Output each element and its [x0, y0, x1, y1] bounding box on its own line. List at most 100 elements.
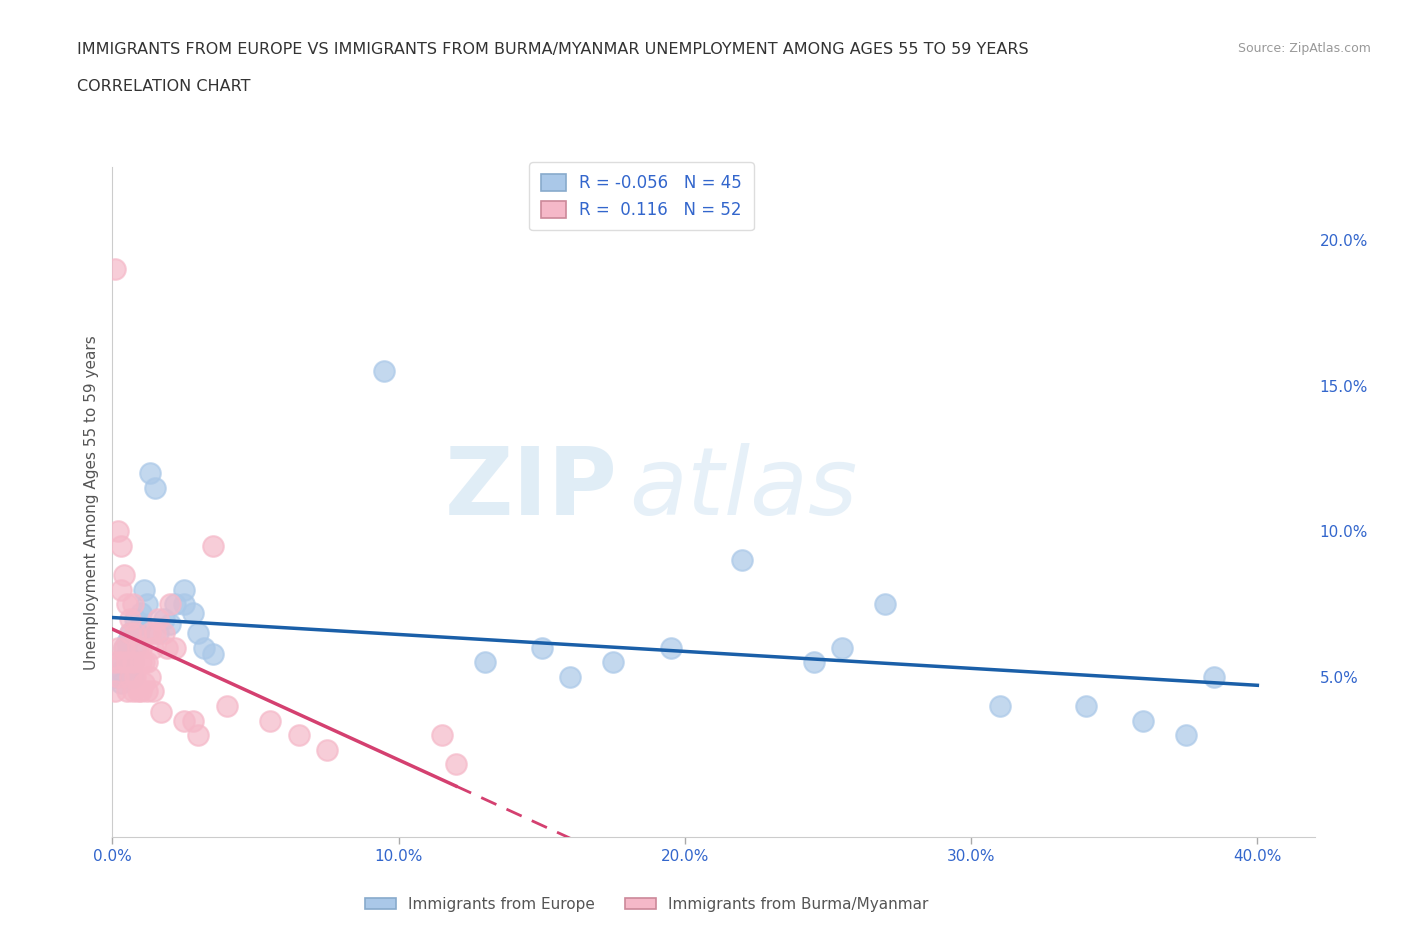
Point — [129, 617, 152, 631]
Point — [530, 641, 553, 656]
Point — [145, 480, 167, 495]
Point — [138, 466, 160, 481]
Point — [803, 655, 825, 670]
Point — [187, 727, 209, 742]
Point — [115, 634, 138, 649]
Point — [560, 670, 582, 684]
Point — [193, 641, 215, 656]
Point — [988, 698, 1011, 713]
Point — [132, 582, 155, 597]
Point — [1204, 670, 1226, 684]
Point — [430, 727, 453, 742]
Point — [110, 538, 132, 553]
Point — [153, 611, 176, 626]
Point — [148, 611, 170, 626]
Point — [112, 567, 135, 582]
Point — [121, 684, 143, 698]
Point — [129, 605, 152, 620]
Point — [132, 675, 155, 690]
Point — [118, 670, 141, 684]
Point — [148, 626, 170, 641]
Point — [115, 646, 138, 661]
Point — [118, 626, 141, 641]
Point — [215, 698, 238, 713]
Point — [135, 655, 157, 670]
Point — [173, 582, 195, 597]
Point — [118, 611, 141, 626]
Point — [474, 655, 496, 670]
Point — [659, 641, 682, 656]
Text: CORRELATION CHART: CORRELATION CHART — [77, 79, 250, 94]
Point — [1132, 713, 1154, 728]
Point — [135, 597, 157, 612]
Point — [153, 626, 176, 641]
Point — [145, 626, 167, 641]
Point — [104, 684, 127, 698]
Point — [129, 684, 152, 698]
Point — [112, 641, 135, 656]
Point — [104, 670, 127, 684]
Point — [602, 655, 624, 670]
Point — [129, 655, 152, 670]
Point — [124, 670, 146, 684]
Point — [104, 655, 127, 670]
Point — [129, 641, 152, 656]
Point — [173, 713, 195, 728]
Text: atlas: atlas — [630, 444, 858, 535]
Point — [121, 655, 143, 670]
Point — [112, 641, 135, 656]
Text: ZIP: ZIP — [444, 443, 617, 535]
Point — [127, 684, 149, 698]
Point — [156, 641, 179, 656]
Point — [141, 684, 163, 698]
Point — [107, 524, 129, 538]
Point — [104, 262, 127, 277]
Point — [187, 626, 209, 641]
Legend: Immigrants from Europe, Immigrants from Burma/Myanmar: Immigrants from Europe, Immigrants from … — [359, 891, 935, 918]
Point — [115, 655, 138, 670]
Point — [121, 670, 143, 684]
Point — [159, 617, 181, 631]
Point — [132, 655, 155, 670]
Point — [121, 597, 143, 612]
Legend: R = -0.056   N = 45, R =  0.116   N = 52: R = -0.056 N = 45, R = 0.116 N = 52 — [529, 163, 754, 231]
Point — [118, 626, 141, 641]
Point — [127, 641, 149, 656]
Point — [1174, 727, 1197, 742]
Point — [107, 641, 129, 656]
Point — [110, 582, 132, 597]
Point — [107, 670, 129, 684]
Text: IMMIGRANTS FROM EUROPE VS IMMIGRANTS FROM BURMA/MYANMAR UNEMPLOYMENT AMONG AGES : IMMIGRANTS FROM EUROPE VS IMMIGRANTS FRO… — [77, 42, 1029, 57]
Point — [831, 641, 853, 656]
Point — [138, 626, 160, 641]
Point — [124, 626, 146, 641]
Y-axis label: Unemployment Among Ages 55 to 59 years: Unemployment Among Ages 55 to 59 years — [83, 335, 98, 670]
Point — [316, 742, 339, 757]
Point — [201, 538, 224, 553]
Point — [259, 713, 281, 728]
Point — [121, 655, 143, 670]
Point — [124, 611, 146, 626]
Point — [201, 646, 224, 661]
Point — [115, 684, 138, 698]
Text: Source: ZipAtlas.com: Source: ZipAtlas.com — [1237, 42, 1371, 55]
Point — [138, 670, 160, 684]
Point — [181, 713, 204, 728]
Point — [181, 605, 204, 620]
Point — [124, 641, 146, 656]
Point — [115, 597, 138, 612]
Point — [110, 664, 132, 679]
Point — [135, 684, 157, 698]
Point — [165, 641, 187, 656]
Point — [127, 626, 149, 641]
Point — [373, 364, 395, 379]
Point — [150, 704, 173, 719]
Point — [110, 655, 132, 670]
Point — [731, 553, 754, 568]
Point — [173, 597, 195, 612]
Point — [875, 597, 897, 612]
Point — [159, 597, 181, 612]
Point — [444, 757, 467, 772]
Point — [107, 655, 129, 670]
Point — [165, 597, 187, 612]
